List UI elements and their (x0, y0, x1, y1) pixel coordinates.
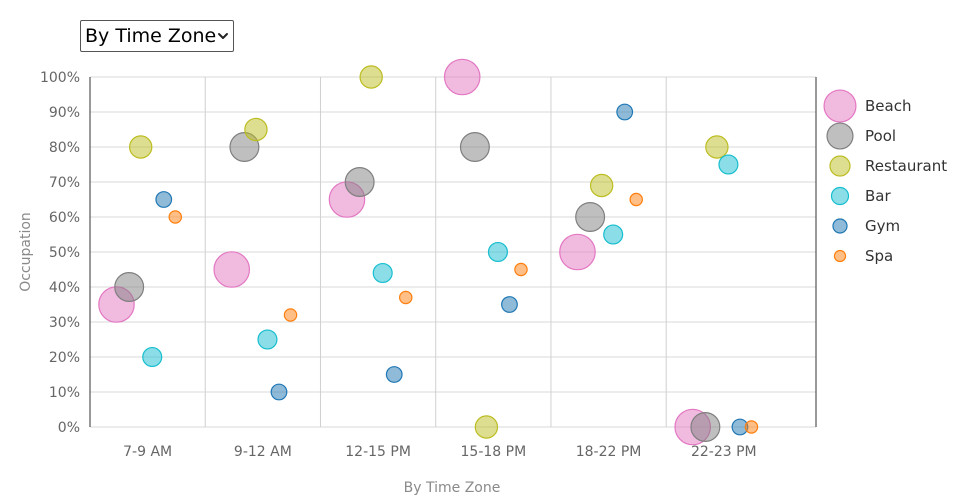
y-tick-label: 40% (49, 280, 80, 296)
y-tick-label: 10% (49, 385, 80, 401)
bubble-beach (559, 233, 596, 271)
y-tick-label: 90% (49, 105, 80, 121)
x-tick-label: 18-22 PM (576, 444, 642, 460)
y-tick-label: 70% (49, 175, 80, 191)
legend-label-bar[interactable]: Bar (865, 187, 891, 205)
x-tick-label: 15-18 PM (461, 444, 527, 460)
grid-lines (90, 76, 816, 428)
bubble-bar (257, 329, 278, 350)
chevron-down-icon (218, 33, 228, 39)
bubble-gym (270, 383, 288, 401)
x-tick-label: 9-12 AM (234, 444, 292, 460)
bubble-spa (744, 420, 759, 434)
bubble-spa (399, 290, 413, 305)
bubble-restaurant (589, 173, 614, 198)
legend-marker-beach (823, 89, 857, 123)
bubble-bar (142, 346, 163, 368)
legend-marker-restaurant (829, 155, 851, 177)
x-tick-label: 22-23 PM (691, 444, 757, 460)
legend-label-spa[interactable]: Spa (865, 247, 893, 265)
y-axis-ticks: 0% 10% 20% 30% 40% 50% 60% 70% 80% 90% 100% (40, 70, 80, 436)
bubble-beach (213, 251, 251, 288)
x-tick-label: 12-15 PM (345, 444, 411, 460)
bubble-gym (616, 103, 634, 121)
group-by-select-value: By Time Zone (85, 25, 217, 47)
legend-marker-bar (830, 186, 850, 206)
bubble-pool (575, 202, 606, 233)
y-tick-label: 50% (49, 245, 80, 261)
x-axis-ticks: 7-9 AM 9-12 AM 12-15 PM 15-18 PM 18-22 PM 22-… (123, 444, 757, 460)
bubble-restaurant (129, 135, 153, 159)
bubble-spa (283, 308, 298, 322)
bubble-bar (487, 241, 508, 263)
bubble-pool (459, 132, 490, 163)
y-tick-label: 100% (40, 70, 80, 86)
legend-marker-pool (826, 122, 854, 150)
legend: Beach Pool Restaurant Bar Gym Spa (823, 89, 947, 265)
bubble-beach (443, 58, 481, 96)
legend-marker-spa (833, 249, 847, 263)
bubble-pool (344, 167, 375, 198)
bubble-gym (385, 366, 403, 383)
legend-label-beach[interactable]: Beach (865, 97, 911, 115)
bubble-bar (603, 224, 624, 245)
bubble-restaurant (474, 415, 499, 439)
axes (89, 77, 817, 427)
bubble-bar (372, 262, 393, 284)
y-tick-label: 0% (58, 420, 80, 436)
bubble-bar (718, 154, 739, 175)
bubble-spa (514, 262, 528, 277)
bubble-restaurant (705, 135, 729, 159)
group-by-select[interactable]: By Time Zone (80, 20, 234, 52)
y-axis-title: Occupation (18, 212, 34, 292)
legend-label-gym[interactable]: Gym (865, 217, 900, 235)
bubble-spa (629, 192, 643, 207)
legend-label-restaurant[interactable]: Restaurant (865, 157, 947, 175)
legend-marker-gym (832, 218, 848, 234)
bubble-pool (114, 272, 145, 303)
data-points (98, 58, 759, 446)
bubble-spa (168, 210, 183, 224)
y-tick-label: 20% (49, 350, 80, 366)
bubble-restaurant (244, 117, 268, 142)
bubble-restaurant (359, 65, 383, 89)
x-axis-title: By Time Zone (404, 480, 501, 496)
bubble-gym (501, 296, 518, 313)
y-tick-label: 60% (49, 210, 80, 226)
bubble-pool (690, 412, 721, 443)
y-tick-label: 80% (49, 140, 80, 156)
bubble-gym (155, 191, 173, 208)
x-tick-label: 7-9 AM (123, 444, 172, 460)
legend-label-pool[interactable]: Pool (865, 127, 896, 145)
y-tick-label: 30% (49, 315, 80, 331)
